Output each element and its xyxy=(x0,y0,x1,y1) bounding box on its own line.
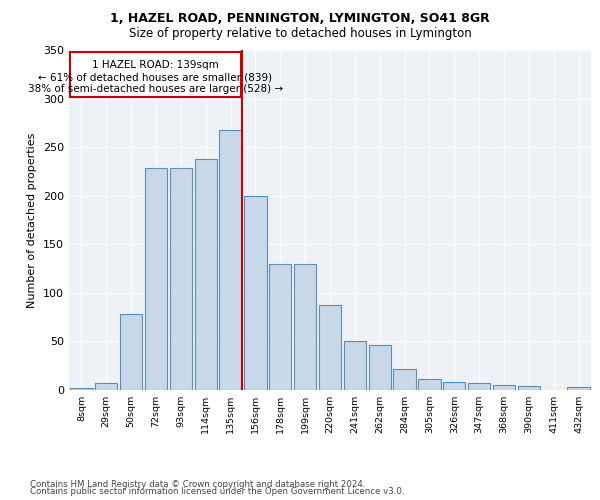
Text: Size of property relative to detached houses in Lymington: Size of property relative to detached ho… xyxy=(128,28,472,40)
Y-axis label: Number of detached properties: Number of detached properties xyxy=(28,132,37,308)
Bar xyxy=(294,264,316,390)
FancyBboxPatch shape xyxy=(70,52,241,96)
Text: 1, HAZEL ROAD, PENNINGTON, LYMINGTON, SO41 8GR: 1, HAZEL ROAD, PENNINGTON, LYMINGTON, SO… xyxy=(110,12,490,26)
Bar xyxy=(418,380,440,390)
Text: ← 61% of detached houses are smaller (839): ← 61% of detached houses are smaller (83… xyxy=(38,72,272,83)
Text: 38% of semi-detached houses are larger (528) →: 38% of semi-detached houses are larger (… xyxy=(28,84,283,94)
Bar xyxy=(344,342,366,390)
Bar xyxy=(518,386,540,390)
Bar xyxy=(145,168,167,390)
Bar xyxy=(220,130,242,390)
Bar xyxy=(443,382,466,390)
Bar xyxy=(568,387,590,390)
Bar xyxy=(368,346,391,390)
Bar xyxy=(120,314,142,390)
Text: Contains public sector information licensed under the Open Government Licence v3: Contains public sector information licen… xyxy=(30,488,404,496)
Bar xyxy=(493,385,515,390)
Bar xyxy=(170,168,192,390)
Bar xyxy=(394,368,416,390)
Bar xyxy=(244,196,266,390)
Bar xyxy=(70,388,92,390)
Text: Contains HM Land Registry data © Crown copyright and database right 2024.: Contains HM Land Registry data © Crown c… xyxy=(30,480,365,489)
Bar xyxy=(468,383,490,390)
Text: 1 HAZEL ROAD: 139sqm: 1 HAZEL ROAD: 139sqm xyxy=(92,60,219,70)
Bar xyxy=(95,383,118,390)
Bar xyxy=(269,264,292,390)
Bar xyxy=(319,304,341,390)
Bar xyxy=(194,159,217,390)
